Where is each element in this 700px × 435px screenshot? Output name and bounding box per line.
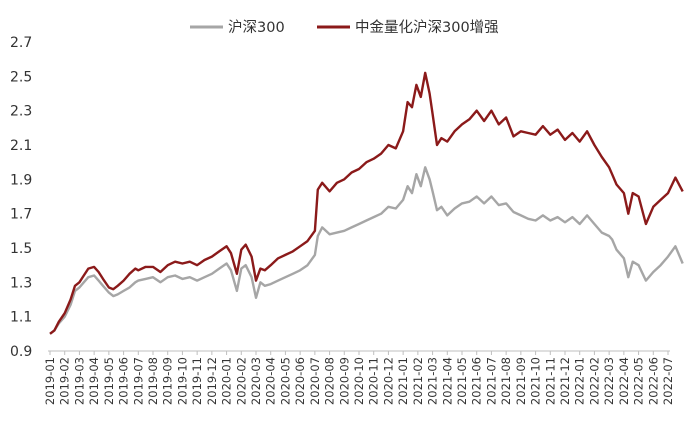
legend-label-cicc-enhanced: 中金量化沪深300增强 [355, 19, 499, 36]
legend: 沪深300 中金量化沪深300增强 [190, 19, 499, 36]
x-tick-label: 2019-11 [190, 357, 204, 405]
x-tick-label: 2022-02 [587, 357, 601, 405]
x-tick-label: 2022-07 [661, 357, 675, 405]
x-tick-label: 2020-01 [220, 357, 234, 405]
y-tick-label: 2.5 [10, 69, 32, 85]
x-tick-label: 2022-04 [617, 357, 631, 405]
x-tick-label: 2020-05 [278, 357, 292, 405]
y-tick-label: 1.5 [10, 241, 32, 257]
x-tick-label: 2019-10 [175, 357, 189, 405]
series-line-hs300 [49, 166, 684, 335]
y-tick-label: 2.7 [10, 35, 32, 51]
y-tick-label: 2.1 [10, 138, 32, 154]
x-tick-label: 2021-02 [411, 357, 425, 405]
y-tick-label: 1.9 [10, 172, 32, 188]
x-tick-label: 2019-04 [87, 357, 101, 405]
x-tick-label: 2022-06 [646, 357, 660, 405]
x-tick-label: 2021-12 [558, 357, 572, 405]
x-tick-label: 2019-12 [205, 357, 219, 405]
x-tick-label: 2022-01 [573, 357, 587, 405]
x-tick-label: 2021-10 [529, 357, 543, 405]
y-tick-label: 1.1 [10, 310, 32, 326]
y-tick-label: 1.7 [10, 207, 32, 223]
x-tick-label: 2019-03 [72, 357, 86, 405]
legend-label-hs300: 沪深300 [228, 19, 285, 36]
x-tick-label: 2020-11 [367, 357, 381, 405]
x-tick-label: 2021-04 [440, 357, 454, 405]
x-tick-label: 2021-05 [455, 357, 469, 405]
x-tick-label: 2021-08 [499, 357, 513, 405]
x-tick-label: 2019-06 [117, 357, 131, 405]
x-tick-label: 2020-04 [264, 357, 278, 405]
x-tick-label: 2019-07 [131, 357, 145, 405]
x-axis: 2019-01 2019-02 2019-03 2019-04 2019-05 2019-… [43, 350, 675, 405]
x-tick-label: 2020-03 [249, 357, 263, 405]
plot-area [49, 71, 684, 335]
x-tick-label: 2020-08 [323, 357, 337, 405]
x-tick-label: 2019-08 [146, 357, 160, 405]
x-tick-label: 2020-10 [352, 357, 366, 405]
x-tick-label: 2021-09 [514, 357, 528, 405]
x-tick-label: 2020-02 [234, 357, 248, 405]
y-axis: 0.9 1.1 1.3 1.5 1.7 1.9 2.1 2.3 2.5 2.7 [10, 35, 32, 360]
x-tick-label: 2020-09 [337, 357, 351, 405]
x-tick-label: 2022-03 [602, 357, 616, 405]
x-tick-label: 2021-01 [396, 357, 410, 405]
x-tick-label: 2019-09 [161, 357, 175, 405]
x-tick-label: 2021-11 [543, 357, 557, 405]
y-tick-label: 1.3 [10, 275, 32, 291]
x-tick-label: 2020-06 [293, 357, 307, 405]
y-tick-label: 0.9 [10, 344, 32, 360]
x-tick-label: 2019-01 [43, 357, 57, 405]
x-tick-label: 2021-06 [470, 357, 484, 405]
x-tick-label: 2020-12 [381, 357, 395, 405]
series-line-cicc-enhanced [49, 71, 684, 335]
x-tick-label: 2021-03 [426, 357, 440, 405]
x-tick-label: 2019-02 [58, 357, 72, 405]
x-tick-label: 2019-05 [102, 357, 116, 405]
x-tick-label: 2020-07 [308, 357, 322, 405]
y-tick-label: 2.3 [10, 104, 32, 120]
x-tick-label: 2021-07 [484, 357, 498, 405]
x-tick-label: 2022-05 [632, 357, 646, 405]
